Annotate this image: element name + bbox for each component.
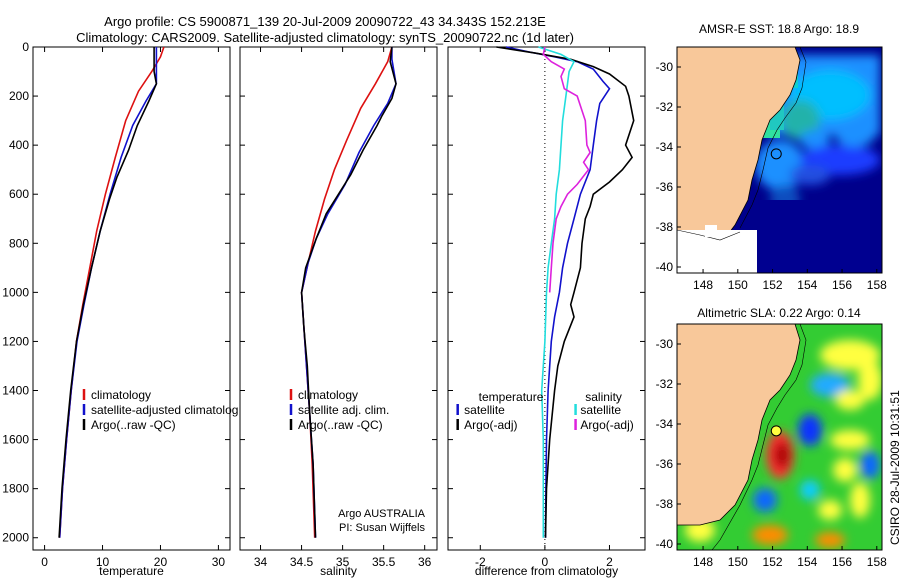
salinity-xtick-label: 34 [254, 555, 268, 569]
salinity-xtick-label: 35.5 [372, 555, 396, 569]
temperature-ytick-label: 1000 [2, 285, 29, 299]
sla-isobath [711, 324, 807, 550]
temperature-legend-entry: climatology [91, 388, 151, 402]
sla_map-xtick-label: 156 [832, 555, 852, 569]
difference-xtick-label: 2 [606, 555, 613, 569]
sst-isobath [739, 47, 807, 229]
difference-legend-entry: satellite [464, 403, 505, 417]
sst_map-xtick-label: 156 [832, 278, 852, 292]
temperature-profile-panel: 0 10 20 30 0 200 400 600 800 1000 1200 1400 1600 1800… [2, 40, 238, 578]
difference-series-1 [496, 46, 635, 538]
temperature-ytick-label: 1600 [2, 433, 29, 447]
temperature-xtick-label: 20 [154, 555, 168, 569]
sla-argo-marker [770, 425, 782, 437]
footer-stamp: CSIRO 28-Jul-2009 10:31:51 [888, 390, 900, 545]
sst_map-xtick-label: 150 [728, 278, 748, 292]
temperature-series-2 [58, 47, 158, 538]
temperature-xtick-label: 30 [212, 555, 226, 569]
difference-xtick-label: 0 [542, 555, 549, 569]
sst_map-xtick-label: 152 [763, 278, 783, 292]
sst_map-ytick-label: -32 [656, 100, 674, 114]
sst_map-ytick-label: -40 [656, 260, 674, 274]
sst-map-frame [676, 46, 883, 274]
temperature-ytick-label: 600 [9, 187, 29, 201]
difference-xtick-label: -2 [475, 555, 486, 569]
figure-title-line1: Argo profile: CS 5900871_139 20-Jul-2009… [104, 14, 546, 29]
salinity-plot-frame [239, 46, 438, 551]
difference-series-3 [542, 46, 592, 293]
sla-map-axes: 148 150 152 154 156 158 -30 -32 -34 -36 -38 -40 [656, 337, 887, 569]
sst-map-title: AMSR-E SST: 18.8 Argo: 18.9 [699, 22, 859, 36]
sla_map-ytick-label: -32 [656, 377, 674, 391]
temperature-ytick-label: 1800 [2, 482, 29, 496]
salinity-annotation: Argo AUSTRALIA [338, 508, 425, 520]
figure-title-line2: Climatology: CARS2009. Satellite-adjuste… [76, 30, 574, 45]
salinity-xlabel: salinity [320, 564, 357, 578]
difference-legend-entry: Argo(-adj) [464, 418, 517, 432]
sla_map-ytick-label: -30 [656, 337, 674, 351]
salinity-annotation: PI: Susan Wijffels [339, 522, 425, 534]
sla-land [677, 324, 801, 526]
temperature-legend-entry: Argo(..raw -QC) [91, 418, 176, 432]
sla_map-ytick-label: -34 [656, 417, 674, 431]
sla_map-xtick-label: 154 [797, 555, 817, 569]
temperature-ytick-label: 0 [22, 40, 29, 54]
sst_map-ytick-label: -34 [656, 140, 674, 154]
difference-legend-temperature-heading: temperature [479, 390, 544, 404]
sla_map-ytick-label: -36 [656, 457, 674, 471]
salinity-profile-panel: 34 34.5 35 35.5 36 salinity climatologysatelli… [239, 46, 438, 578]
sla-map [677, 324, 882, 550]
difference-legend-salinity-heading: salinity [585, 390, 622, 404]
salinity-xtick-label: 34.5 [290, 555, 314, 569]
sst_map-xtick-label: 158 [867, 278, 887, 292]
sla_map-xtick-label: 158 [867, 555, 887, 569]
temperature-ytick-label: 2000 [2, 531, 29, 545]
sla_map-ytick-label: -38 [656, 497, 674, 511]
sla-field [685, 340, 882, 548]
sla_map-xtick-label: 148 [693, 555, 713, 569]
salinity-xtick-label: 36 [418, 555, 432, 569]
salinity-legend-entry: climatology [298, 388, 358, 402]
salinity-legend-entry: satellite adj. clim. [298, 403, 389, 417]
temperature-ytick-label: 1200 [2, 334, 29, 348]
difference-legend-entry: satellite [580, 403, 621, 417]
sst_map-ytick-label: -36 [656, 180, 674, 194]
sla-map-frame [676, 323, 883, 551]
temperature-xtick-label: 0 [41, 555, 48, 569]
temperature-ytick-label: 200 [9, 89, 29, 103]
difference-xlabel: difference from climatology [475, 564, 618, 578]
temperature-legend-entry: satellite-adjusted climatolog [91, 403, 238, 417]
sst_map-xtick-label: 154 [797, 278, 817, 292]
sla_map-xtick-label: 150 [728, 555, 748, 569]
sst_map-ytick-label: -30 [656, 60, 674, 74]
salinity-series-2 [300, 46, 397, 538]
salinity-xtick-label: 35 [336, 555, 350, 569]
temperature-ytick-label: 400 [9, 138, 29, 152]
salinity-legend-entry: Argo(..raw -QC) [298, 418, 383, 432]
temperature-xtick-label: 10 [96, 555, 110, 569]
sla-map-title: Altimetric SLA: 0.22 Argo: 0.14 [697, 306, 861, 320]
sla_map-ytick-label: -40 [656, 537, 674, 551]
sst-argo-marker [770, 148, 782, 160]
sst-map [677, 47, 882, 273]
sst-map-axes: 148 150 152 154 156 158 -30 -32 -34 -36 -38 -40 [656, 60, 887, 292]
difference-series-2 [538, 46, 576, 538]
temperature-xlabel: temperature [99, 564, 164, 578]
sst_map-ytick-label: -38 [656, 220, 674, 234]
sla_map-xtick-label: 152 [763, 555, 783, 569]
temperature-ytick-label: 1400 [2, 384, 29, 398]
temperature-ytick-label: 800 [9, 236, 29, 250]
difference-legend-entry: Argo(-adj) [580, 418, 633, 432]
difference-series-0 [505, 46, 611, 538]
sst_map-xtick-label: 148 [693, 278, 713, 292]
